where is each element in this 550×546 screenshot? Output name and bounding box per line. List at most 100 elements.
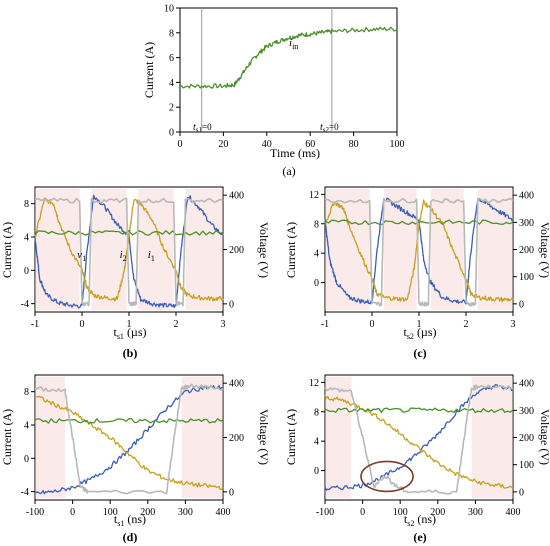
y-tick-label: 12 <box>309 190 319 201</box>
series-line-green <box>324 219 514 226</box>
high-voltage-shade <box>181 377 190 498</box>
y2-tick-label: 200 <box>519 245 534 256</box>
series-line-blue <box>324 383 514 491</box>
x-tick-label: 1 <box>127 319 132 330</box>
series-line-orange <box>324 395 514 489</box>
x-tick-label: 40 <box>262 139 272 150</box>
panel-a-xlabel: Time (ms) <box>270 146 320 160</box>
x-tick-label: 0 <box>360 507 365 518</box>
panel-b-label: (b) <box>123 346 138 360</box>
panel-a-cursor2-label: ts2=0 <box>320 122 339 134</box>
x-tick-label: 100 <box>103 507 118 518</box>
panel-e-label: (e) <box>413 530 426 544</box>
y-tick-label: 8 <box>314 219 319 230</box>
panel-e-xlabel: ts2 (ns) <box>404 512 436 528</box>
panel-b-series <box>34 194 224 309</box>
x-tick-label: 300 <box>468 507 483 518</box>
x-tick-label: 300 <box>178 507 193 518</box>
panel-e-highlight-oval <box>360 460 414 493</box>
x-tick-label: 400 <box>506 507 521 518</box>
x-tick-label: 80 <box>349 139 359 150</box>
y-tick-label: 2 <box>169 103 174 114</box>
panel-c-xlabel: ts2 (µs) <box>403 325 436 341</box>
y-tick-label: 4 <box>314 437 319 448</box>
panel-d-label: (d) <box>123 530 138 544</box>
panel-d-chart: -100 0 100 200 300 400 -4 0 4 8 0 200 400 ts1 (ns) C… <box>0 374 271 544</box>
panel-b-annotation: i2 <box>120 249 127 263</box>
x-tick-label: -100 <box>26 507 44 518</box>
panel-b-annotations: v1 i2 i1 <box>77 249 155 263</box>
series-line-gray <box>324 197 514 307</box>
y2-tick-label: 0 <box>519 487 524 498</box>
y2-tick-label: 400 <box>519 191 534 202</box>
panel-b-annotation: i1 <box>148 249 155 263</box>
x-tick-label: 100 <box>390 139 405 150</box>
y-tick-label: 10 <box>164 4 174 15</box>
panel-b-annotation: v1 <box>77 249 86 263</box>
y-tick-label: 4 <box>24 233 29 244</box>
panel-a-ylabel: Current (A) <box>142 42 156 98</box>
panel-b-xlabel: ts1 (µs) <box>113 325 146 341</box>
y2-tick-label: 0 <box>519 299 524 310</box>
x-tick-label: -100 <box>316 507 334 518</box>
panel-b-y2label: Voltage (V) <box>257 222 271 278</box>
y-tick-label: 0 <box>169 128 174 139</box>
high-voltage-shade <box>477 189 513 310</box>
x-tick-label: 1 <box>417 319 422 330</box>
y2-tick-label: 100 <box>519 460 534 471</box>
series-line-green <box>34 229 224 236</box>
panel-c-label: (c) <box>413 346 426 360</box>
high-voltage-shade <box>185 189 223 310</box>
panel-b-ticks: -1 0 1 2 3 -4 0 4 8 0 200 400 <box>21 191 244 330</box>
series-line-orange <box>324 199 514 303</box>
y2-tick-label: 300 <box>519 406 534 417</box>
series-line-orange <box>35 395 224 491</box>
panel-e-chart: -100 0 100 200 300 400 0 4 8 12 0 100 200 300 400 ts2 … <box>284 374 550 544</box>
x-tick-label: 400 <box>216 507 231 518</box>
x-tick-label: 0 <box>370 319 375 330</box>
y2-tick-label: 200 <box>519 433 534 444</box>
panel-c-shading <box>325 189 513 310</box>
x-tick-label: 0 <box>178 139 183 150</box>
x-tick-label: 20 <box>218 139 228 150</box>
y2-tick-label: 100 <box>519 272 534 283</box>
x-tick-label: 2 <box>464 319 469 330</box>
y-tick-label: 0 <box>24 266 29 277</box>
y-tick-label: 4 <box>24 421 29 432</box>
panel-a-series <box>179 26 398 89</box>
highlight-oval <box>360 460 414 493</box>
y2-tick-label: 300 <box>519 218 534 229</box>
panel-e-ylabel: Current (A) <box>284 409 298 465</box>
high-voltage-shade <box>325 377 352 498</box>
x-tick-label: -1 <box>31 319 39 330</box>
y-tick-label: -4 <box>21 487 29 498</box>
panel-a-plot-frame <box>179 7 398 133</box>
panel-a-ticks: 0 20 40 60 80 100 0 2 4 6 8 10 <box>164 4 405 151</box>
panel-a-label: (a) <box>282 164 295 178</box>
panel-e-y2label: Voltage (V) <box>538 409 550 465</box>
y-tick-label: 0 <box>24 454 29 465</box>
y-tick-label: 6 <box>169 53 174 64</box>
series-line-green <box>34 418 223 424</box>
panel-b-shading <box>35 189 223 310</box>
y2-tick-label: 400 <box>229 379 244 390</box>
panel-a-chart: 0 20 40 60 80 100 0 2 4 6 8 10 Time (ms) Current (A… <box>142 4 405 179</box>
high-voltage-shade <box>471 377 480 498</box>
panel-d-y2label: Voltage (V) <box>257 409 271 465</box>
y-tick-label: 8 <box>24 387 29 398</box>
x-tick-label: 2 <box>174 319 179 330</box>
series-line-gray <box>35 383 224 495</box>
panel-c-y2label: Voltage (V) <box>538 222 550 278</box>
x-tick-label: 0 <box>80 319 85 330</box>
y2-tick-label: 200 <box>229 433 244 444</box>
panel-c-ylabel: Current (A) <box>284 222 298 278</box>
y-tick-label: 0 <box>314 278 319 289</box>
x-tick-label: 3 <box>511 319 516 330</box>
y-tick-label: 8 <box>24 199 29 210</box>
y-tick-label: 8 <box>314 407 319 418</box>
y2-tick-label: 400 <box>519 379 534 390</box>
y-tick-label: 0 <box>314 466 319 477</box>
